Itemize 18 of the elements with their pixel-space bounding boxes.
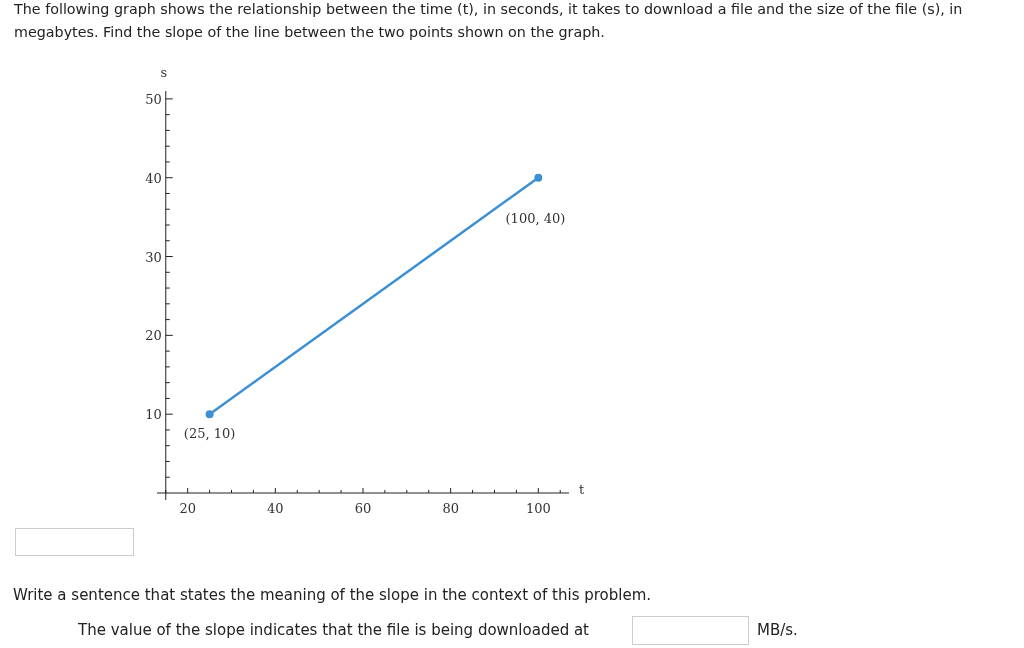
x-tick-label: 60 xyxy=(354,501,372,516)
x-tick-label: 20 xyxy=(179,501,196,516)
annotation: (25, 10) xyxy=(183,426,236,442)
x-tick-label: 40 xyxy=(267,501,284,516)
chart-title: The following graph shows the relationship between the time (t), in seconds, it takes to download a file and the size of the file (s), in megabytes. Find the slope of the line between the two points shown on the graph. xyxy=(14,0,964,42)
y-tick-label: 10 xyxy=(145,407,162,423)
text: Write a sentence that states the meaning of the slope in the context of this problem. xyxy=(13,586,652,604)
y-tick-label: 50 xyxy=(145,91,162,107)
y-tick-label: 40 xyxy=(145,170,162,186)
x-tick-label: 100 xyxy=(525,501,551,516)
annotation: (100, 40) xyxy=(505,210,566,226)
x-axis-title: t xyxy=(579,482,585,497)
x-tick-label: 80 xyxy=(442,501,459,516)
y-tick-label: 30 xyxy=(145,249,162,265)
text: The value of the slope indicates that the file is being downloaded at xyxy=(78,621,590,639)
y-axis-title: s xyxy=(160,65,168,80)
text: MB/s. xyxy=(757,621,798,639)
y-tick-label: 20 xyxy=(145,328,162,344)
